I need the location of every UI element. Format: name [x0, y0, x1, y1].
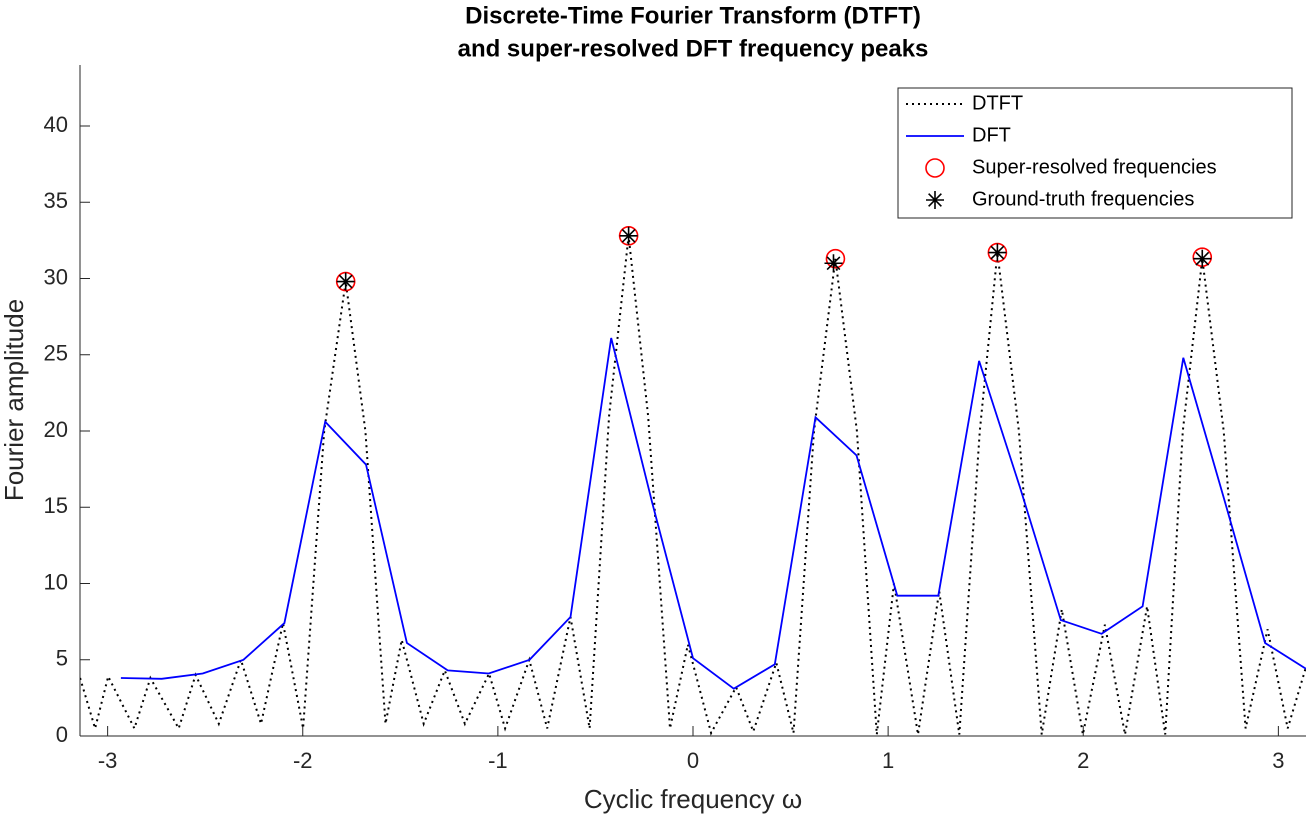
legend-label: Ground-truth frequencies — [972, 188, 1194, 210]
x-tick-label: -3 — [98, 748, 118, 773]
asterisk-stroke — [826, 256, 841, 271]
legend-label: DTFT — [972, 92, 1023, 114]
asterisk-stroke — [621, 228, 636, 243]
x-tick-label: -2 — [293, 748, 313, 773]
legend-marker — [925, 158, 945, 178]
legend-box — [897, 87, 1293, 219]
legend-label: Super-resolved frequencies — [972, 156, 1217, 178]
x-tick-label: -1 — [488, 748, 508, 773]
y-axis-label: Fourier amplitude — [0, 299, 29, 501]
chart-title: Discrete-Time Fourier Transform (DTFT) — [465, 2, 921, 29]
plot-area — [80, 226, 1306, 736]
asterisk-stroke — [1195, 251, 1210, 266]
y-tick-label: 15 — [44, 493, 68, 518]
legend: DTFT DFT Super-resolved frequencies Ground-… — [897, 87, 1293, 219]
x-tick-label: 3 — [1272, 748, 1284, 773]
ground-truth-marker — [1193, 249, 1212, 268]
ground-truth-marker — [336, 272, 355, 291]
ground-truth-marker — [824, 254, 843, 273]
x-tick-label: 1 — [882, 748, 894, 773]
y-tick-label: 30 — [44, 264, 68, 289]
super-resolved-marker — [825, 248, 846, 269]
x-axis-label: Cyclic frequency ω — [584, 784, 802, 814]
y-tick-label: 0 — [56, 722, 68, 747]
y-tick-label: 20 — [44, 417, 68, 442]
chart-title: and super-resolved DFT frequency peaks — [458, 35, 929, 62]
asterisk-stroke — [338, 274, 353, 289]
y-tick-label: 40 — [44, 112, 68, 137]
ground-truth-marker — [988, 243, 1007, 262]
y-tick-label: 5 — [56, 646, 68, 671]
dft-line — [120, 337, 1306, 690]
legend-label: DFT — [972, 124, 1011, 146]
legend-marker — [926, 191, 944, 209]
y-tick-label: 35 — [44, 188, 68, 213]
y-tick-label: 10 — [44, 569, 68, 594]
asterisk-stroke — [990, 245, 1005, 260]
ground-truth-marker — [619, 226, 638, 245]
asterisk-stroke — [928, 193, 942, 207]
x-tick-label: 2 — [1077, 748, 1089, 773]
x-tick-label: 0 — [687, 748, 699, 773]
y-tick-label: 25 — [44, 341, 68, 366]
dtft-line — [80, 235, 1306, 736]
